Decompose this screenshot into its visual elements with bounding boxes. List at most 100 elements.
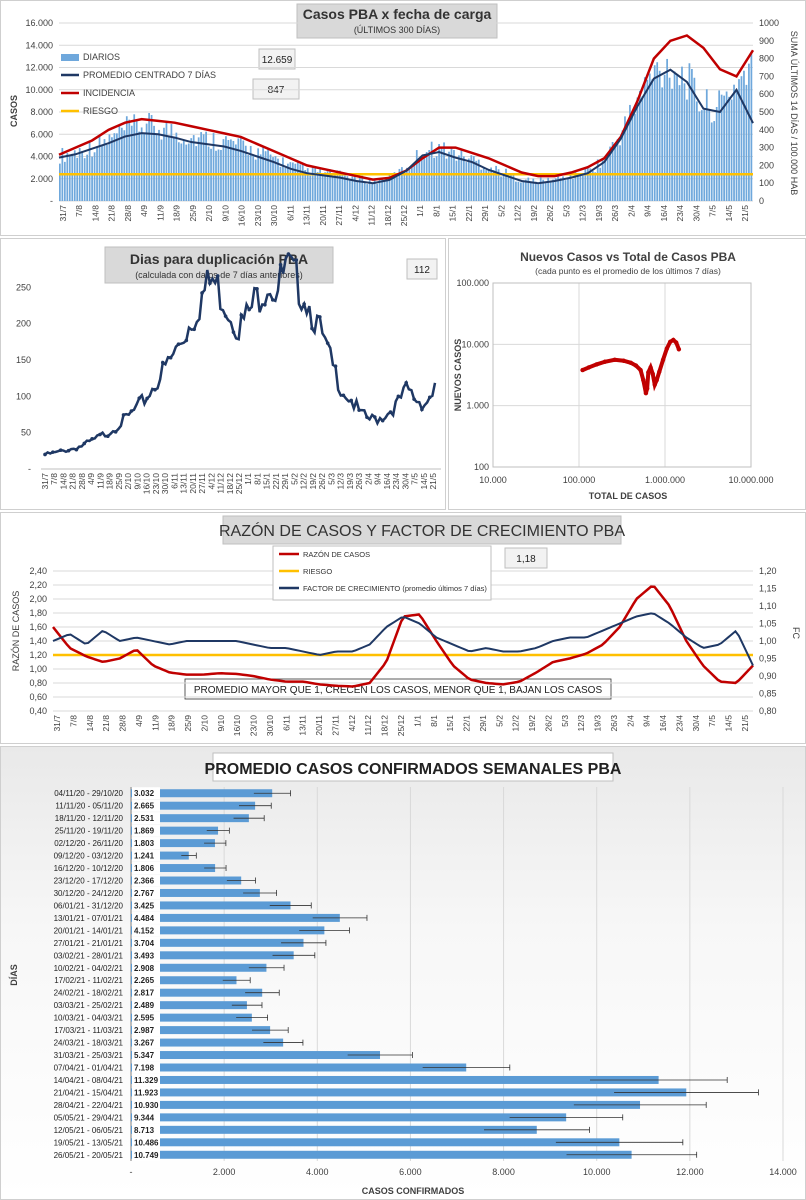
x-tick-label: 9/4 — [373, 473, 383, 485]
y-tick-label: 4.000 — [30, 152, 53, 162]
legend-box — [272, 545, 492, 601]
y2-tick-label: 900 — [759, 36, 774, 46]
bar-diarios — [155, 134, 158, 201]
x-tick-label: 5/2 — [289, 473, 299, 485]
x-tick-label: 11/9 — [155, 205, 165, 221]
data-label-bg — [132, 1036, 160, 1049]
bar-diarios — [299, 164, 302, 201]
x-tick-label: 14/8 — [58, 473, 68, 490]
bar-diarios — [130, 125, 133, 201]
y2-tick-label: 1,10 — [759, 601, 777, 611]
bar-diarios — [636, 97, 639, 201]
data-label: 11.329 — [134, 1076, 159, 1085]
data-label-bg — [132, 986, 160, 999]
bar-diarios — [239, 136, 242, 201]
annotation-value: 1,18 — [516, 554, 536, 565]
bar-diarios — [465, 162, 468, 201]
x-tick-label: 1.000.000 — [645, 475, 685, 485]
y-tick-label: 1,40 — [29, 636, 47, 646]
bar-diarios — [279, 166, 282, 201]
bar-diarios — [693, 77, 696, 201]
x-tick-label: 19/3 — [593, 715, 603, 732]
x-tick-label: 28/8 — [77, 473, 87, 490]
bar-diarios — [715, 106, 718, 201]
bar-diarios — [63, 161, 66, 201]
bar-diarios — [277, 158, 279, 201]
y-tick-label: 1,60 — [29, 622, 47, 632]
bar-diarios — [720, 94, 723, 201]
x-tick-label: 12/3 — [578, 205, 588, 222]
bar-diarios — [413, 164, 416, 201]
x-tick-label: 7/8 — [49, 473, 59, 485]
bar-diarios — [381, 179, 383, 201]
bar-diarios — [539, 177, 542, 201]
x-tick-label: 26/3 — [354, 473, 364, 490]
bar-diarios — [557, 175, 559, 201]
data-label: 2.817 — [134, 989, 155, 998]
data-label-bg — [132, 1049, 160, 1062]
bar-diarios — [344, 175, 346, 201]
category-label: 28/04/21 - 22/04/21 — [54, 1101, 124, 1110]
bar-diarios — [123, 130, 126, 201]
x-tick-label: 8/1 — [252, 473, 262, 485]
x-tick-label: 9/4 — [642, 715, 652, 727]
bar-diarios — [681, 66, 683, 201]
bar-diarios — [403, 172, 406, 201]
x-axis-label: TOTAL DE CASOS — [589, 491, 668, 501]
point-duplicacion — [231, 330, 236, 334]
bar-diarios — [643, 77, 646, 201]
x-tick-label: 19/2 — [529, 205, 539, 222]
bar-diarios — [143, 133, 146, 201]
bar-diarios — [594, 172, 597, 201]
bar-diarios — [626, 123, 629, 201]
bar-diarios — [743, 70, 745, 201]
bar-diarios — [168, 135, 170, 201]
x-tick-label: 14.000 — [769, 1167, 797, 1177]
bar-diarios — [135, 120, 138, 201]
x-tick-label: 9/4 — [643, 205, 653, 217]
bar-diarios — [182, 139, 185, 201]
point-duplicacion — [113, 430, 118, 434]
y-tick-label: 100 — [16, 391, 31, 401]
x-tick-label: 21/8 — [107, 205, 117, 222]
annotation-value: 112 — [414, 265, 430, 276]
point-duplicacion — [43, 452, 47, 457]
category-label: 06/01/21 - 31/12/20 — [54, 901, 124, 910]
point-duplicacion — [396, 394, 401, 399]
point-duplicacion — [74, 447, 79, 452]
bar-diarios — [202, 134, 205, 201]
point-duplicacion — [388, 410, 393, 414]
category-label: 30/12/20 - 24/12/20 — [54, 889, 124, 898]
x-tick-label: 16/4 — [659, 205, 669, 222]
bar-diarios — [334, 172, 336, 201]
line-razon-casos — [52, 585, 754, 688]
x-tick-label: 31/7 — [40, 473, 50, 490]
bar-semanal — [131, 1150, 632, 1159]
bar-diarios — [527, 177, 530, 201]
x-tick-label: 9/10 — [220, 205, 230, 222]
bar-diarios — [116, 133, 118, 201]
bar-diarios — [718, 90, 721, 201]
bar-diarios — [339, 170, 341, 201]
bar-diarios — [520, 182, 522, 201]
data-label: 3.032 — [134, 789, 155, 798]
bar-diarios — [148, 113, 150, 201]
y-axis-label: CASOS — [9, 95, 19, 127]
bar-diarios — [111, 137, 113, 201]
x-tick-label: 25/9 — [114, 473, 124, 490]
bar-diarios — [252, 156, 255, 201]
bar-diarios — [668, 77, 671, 201]
data-label: 3.267 — [134, 1039, 155, 1048]
bar-diarios — [745, 84, 748, 201]
category-label: 13/01/21 - 07/01/21 — [54, 914, 124, 923]
bar-diarios — [212, 133, 215, 201]
bar-diarios — [517, 181, 520, 201]
value-box — [258, 48, 296, 70]
line-duplicacion — [44, 252, 437, 456]
bar-diarios — [666, 58, 668, 201]
bar-diarios — [641, 96, 644, 201]
x-tick-label: 16/4 — [658, 715, 668, 732]
data-label-bg — [132, 1061, 160, 1074]
data-label-bg — [132, 949, 160, 962]
bar-diarios — [430, 141, 433, 201]
